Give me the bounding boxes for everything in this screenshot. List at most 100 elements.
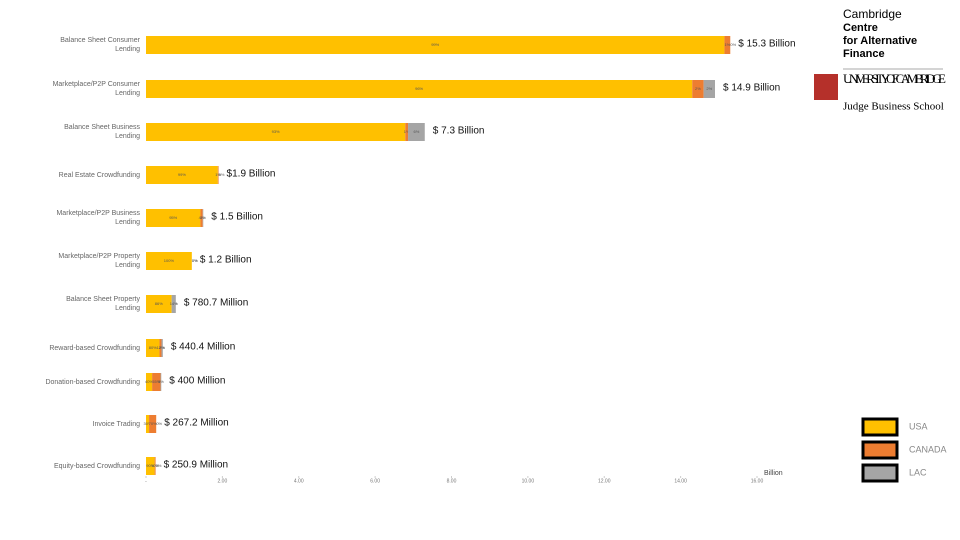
value-label: 2% bbox=[706, 86, 712, 91]
bar-segment bbox=[703, 80, 715, 98]
value-label: 90% bbox=[146, 463, 154, 468]
value-label: 6% bbox=[414, 129, 420, 134]
value-label: 0% bbox=[156, 421, 162, 426]
category-label-box: Invoice Trading bbox=[92, 420, 140, 428]
x-tick-label: 2.00 bbox=[218, 478, 228, 484]
category-label-box: Marketplace/P2P Consumer Lending bbox=[52, 81, 140, 97]
category-label-box: Reward-based Crowdfunding bbox=[49, 345, 140, 352]
bar-segment bbox=[146, 166, 218, 184]
bar-segment bbox=[152, 373, 161, 391]
category-label: Marketplace/P2P Consumer Lending bbox=[52, 81, 140, 97]
category-label-box: Balance Sheet Property Lending bbox=[66, 296, 140, 312]
crest bbox=[814, 74, 838, 100]
brand-line: Centre bbox=[843, 22, 878, 34]
value-label: 8% bbox=[159, 345, 165, 350]
legend-swatch bbox=[861, 440, 899, 460]
value-label: 1% bbox=[404, 129, 410, 134]
bar-segment bbox=[146, 295, 172, 313]
bar-segment bbox=[146, 123, 406, 141]
category-label: Equity-based Crowdfunding bbox=[54, 462, 140, 470]
bar-segment bbox=[217, 166, 219, 184]
bar-segment bbox=[724, 36, 731, 54]
category-label-box: Marketplace/P2P Business Lending bbox=[56, 210, 140, 226]
bar-segment bbox=[146, 415, 150, 433]
category-label: Balance Sheet Property Lending bbox=[66, 296, 140, 312]
value-label: 99% bbox=[178, 172, 186, 177]
value-label: 30% bbox=[144, 421, 152, 426]
category-label-box: Marketplace/P2P Property Lending bbox=[58, 253, 140, 269]
total-label: $ 14.9 Billion bbox=[723, 83, 780, 94]
bar-segment bbox=[146, 80, 693, 98]
total-label: $1.9 Billion bbox=[227, 169, 276, 180]
value-label: 40% bbox=[145, 379, 153, 384]
x-axis-label: Billion bbox=[764, 470, 783, 477]
bar-segment bbox=[692, 80, 704, 98]
legend-swatch bbox=[861, 463, 899, 483]
value-label: 5% bbox=[158, 379, 164, 384]
brand-line: Cambridge bbox=[843, 7, 902, 21]
value-label: 0% bbox=[192, 258, 198, 263]
category-label: Marketplace/P2P Property Lending bbox=[58, 253, 140, 269]
x-tick-label: 12.00 bbox=[598, 478, 611, 484]
category-label-box: Real Estate Crowdfunding bbox=[58, 171, 140, 179]
value-label: 55% bbox=[152, 379, 160, 384]
x-tick-label: 6.00 bbox=[370, 478, 380, 484]
value-label: 4% bbox=[199, 215, 205, 220]
bar-segment bbox=[146, 457, 155, 475]
legend-label: USA bbox=[909, 421, 928, 431]
value-label: 100% bbox=[164, 258, 175, 263]
bar-segment bbox=[149, 415, 157, 433]
bar-segment bbox=[161, 339, 163, 357]
value-label: 2% bbox=[695, 86, 701, 91]
total-label: $ 7.3 Billion bbox=[433, 126, 485, 137]
total-label: $ 1.2 Billion bbox=[200, 255, 252, 266]
x-tick-label: 10.00 bbox=[522, 478, 535, 484]
category-label: Donation-based Crowdfunding bbox=[45, 378, 140, 386]
school: Judge Business School bbox=[843, 101, 944, 113]
category-label-box: Equity-based Crowdfunding bbox=[54, 462, 140, 470]
total-label: $ 1.5 Billion bbox=[211, 212, 263, 223]
value-label: 0% bbox=[730, 42, 736, 47]
x-tick-label: - bbox=[145, 478, 147, 484]
total-label: $ 400 Million bbox=[169, 376, 225, 387]
x-tick-label: 16.00 bbox=[751, 478, 764, 484]
bar-segment bbox=[202, 209, 204, 227]
value-label: 70% bbox=[149, 421, 157, 426]
value-label: 96% bbox=[415, 86, 423, 91]
value-label: 14% bbox=[170, 301, 178, 306]
value-label: 10% bbox=[151, 463, 159, 468]
total-label: $ 440.4 Million bbox=[171, 342, 235, 353]
legend-label: LAC bbox=[909, 467, 927, 477]
bar-segment bbox=[146, 36, 725, 54]
value-label: 0% bbox=[192, 258, 198, 263]
total-label: $ 15.3 Billion bbox=[738, 39, 795, 50]
category-label: Marketplace/P2P Business Lending bbox=[56, 210, 140, 226]
bar-segment bbox=[405, 123, 409, 141]
legend-swatch bbox=[861, 417, 899, 437]
value-label: 0% bbox=[156, 463, 162, 468]
bar-segment bbox=[154, 457, 156, 475]
category-label: Balance Sheet Business Lending bbox=[64, 124, 140, 140]
value-label: 0% bbox=[219, 172, 225, 177]
category-label: Real Estate Crowdfunding bbox=[58, 171, 140, 179]
total-label: $ 780.7 Million bbox=[184, 298, 248, 309]
x-tick-label: 4.00 bbox=[294, 478, 304, 484]
value-label: 99% bbox=[431, 42, 439, 47]
x-tick-label: 8.00 bbox=[447, 478, 457, 484]
brand-line: Finance bbox=[843, 48, 885, 60]
bar-segment bbox=[146, 339, 160, 357]
category-label-box: Balance Sheet Consumer Lending bbox=[60, 37, 140, 53]
value-label: 1% bbox=[200, 215, 206, 220]
bar-segment bbox=[146, 252, 192, 270]
value-label: 93% bbox=[272, 129, 280, 134]
value-label: 80% bbox=[149, 345, 157, 350]
category-label-box: Donation-based Crowdfunding bbox=[45, 378, 140, 386]
bar-segment bbox=[146, 373, 153, 391]
bar-segment bbox=[160, 373, 162, 391]
bar-segment bbox=[171, 295, 176, 313]
category-label: Invoice Trading bbox=[92, 420, 140, 428]
value-label: 95% bbox=[169, 215, 177, 220]
bar-segment bbox=[408, 123, 425, 141]
total-label: $ 250.9 Million bbox=[164, 460, 228, 471]
